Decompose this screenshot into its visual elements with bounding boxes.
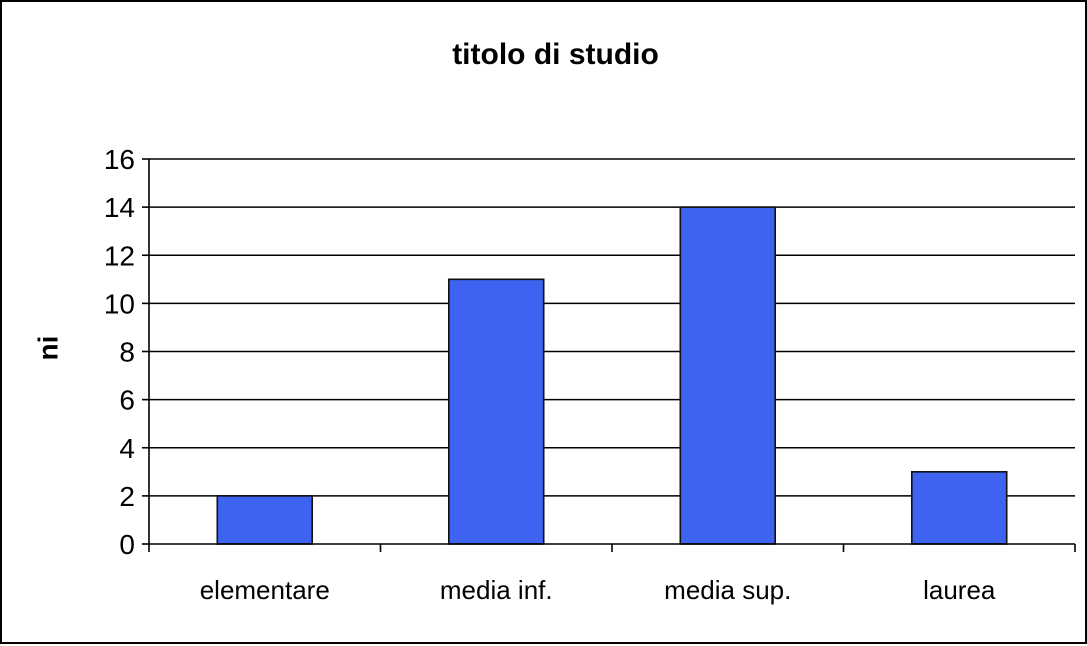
x-tick-label-3: laurea: [923, 575, 996, 605]
bar-laurea: [910, 471, 1008, 545]
bars: [216, 206, 1008, 545]
bar-elementare: [216, 495, 314, 545]
x-tick-label-1: media inf.: [440, 575, 553, 605]
axes: [142, 158, 1076, 552]
y-tick-label-6: 12: [104, 240, 135, 271]
y-tick-label-4: 8: [119, 337, 135, 368]
y-tick-label-2: 4: [119, 433, 135, 464]
y-tick-label-0: 0: [119, 529, 135, 560]
x-tick-labels: elementare media inf. media sup. laurea: [200, 575, 996, 605]
bar-media-sup: [679, 206, 777, 545]
y-tick-labels: 0 2 4 6 8 10 12 14 16: [104, 144, 135, 560]
y-tick-label-1: 2: [119, 481, 135, 512]
bar-media-inf: [447, 278, 545, 545]
x-tick-label-0: elementare: [200, 575, 330, 605]
y-tick-label-3: 6: [119, 385, 135, 416]
grid-lines: [149, 158, 1075, 497]
y-tick-label-5: 10: [104, 288, 135, 319]
y-tick-label-7: 14: [104, 192, 135, 223]
x-tick-label-2: media sup.: [664, 575, 791, 605]
chart-title: titolo di studio: [452, 38, 659, 71]
y-tick-label-8: 16: [104, 144, 135, 175]
